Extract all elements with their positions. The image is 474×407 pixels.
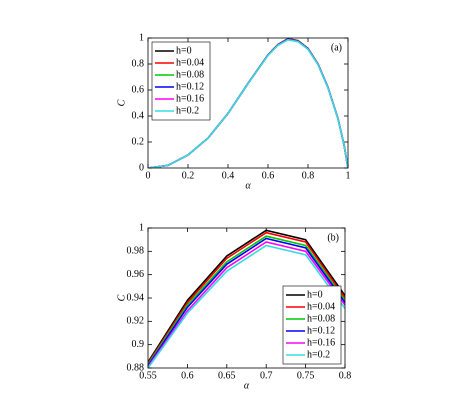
x-axis-label: α (245, 180, 251, 191)
series-line (148, 38, 348, 168)
y-tick-label: 0.6 (132, 84, 145, 95)
legend-label: h=0.04 (307, 301, 335, 312)
y-tick-label: 0.94 (127, 292, 145, 303)
y-tick-label: 0 (139, 162, 144, 173)
legend-label: h=0.2 (176, 105, 199, 116)
plot-frame (147, 227, 346, 369)
legend-label: h=0.2 (307, 349, 330, 360)
legend-label: h=0 (307, 289, 323, 300)
y-axis-label: C (116, 294, 127, 301)
x-tick-label: 0 (146, 170, 151, 181)
x-axis-label: α (244, 380, 250, 391)
y-tick-label: 0.4 (132, 110, 145, 121)
y-tick-label: 0.2 (132, 136, 145, 147)
legend-label: h=0.08 (176, 69, 204, 80)
annotation: (b) (327, 232, 339, 243)
y-tick-label: 0.92 (127, 316, 145, 327)
x-tick-label: 0.4 (222, 170, 235, 181)
x-tick-label: 0.6 (262, 170, 275, 181)
y-tick-label: 0.98 (127, 246, 145, 257)
series-line (148, 241, 345, 368)
legend-label: h=0 (176, 45, 192, 56)
series-line (148, 231, 345, 364)
x-tick-label: 0.8 (339, 370, 352, 381)
x-tick-label: 0.2 (182, 170, 195, 181)
y-axis-label: C (116, 99, 127, 106)
series-line (148, 229, 345, 363)
x-tick-label: 1 (346, 170, 351, 181)
x-tick-label: 0.55 (139, 370, 157, 381)
series-line (148, 244, 345, 368)
legend-box (282, 285, 342, 365)
legend-label: h=0.16 (307, 337, 335, 348)
series-line (148, 237, 345, 367)
legend-label: h=0.08 (307, 313, 335, 324)
x-tick-label: 0.6 (181, 370, 194, 381)
legend-label: h=0.04 (176, 57, 204, 68)
legend-box (151, 41, 211, 121)
x-tick-label: 0.65 (218, 370, 236, 381)
y-tick-label: 0.88 (127, 362, 145, 373)
annotation: (a) (331, 42, 342, 53)
legend-label: h=0.16 (176, 93, 204, 104)
x-tick-label: 0.7 (260, 370, 273, 381)
y-tick-label: 0.96 (127, 269, 145, 280)
y-tick-label: 0.9 (132, 339, 145, 350)
x-tick-label: 0.8 (302, 170, 315, 181)
series-line (148, 235, 345, 365)
legend-label: h=0.12 (307, 325, 335, 336)
legend-label: h=0.12 (176, 81, 204, 92)
y-tick-label: 0.8 (132, 58, 145, 69)
y-tick-label: 1 (139, 222, 144, 233)
x-tick-label: 0.75 (297, 370, 315, 381)
y-tick-label: 1 (139, 32, 144, 43)
plot-frame (147, 37, 349, 169)
